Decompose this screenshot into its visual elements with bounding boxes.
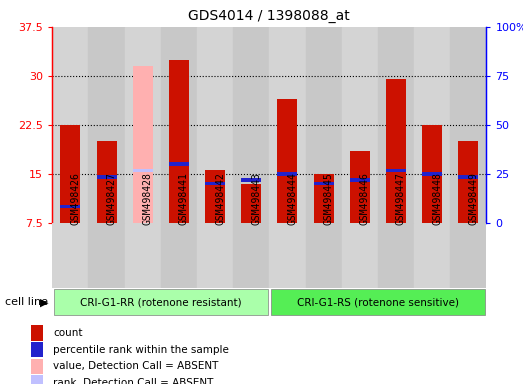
Bar <box>205 182 225 185</box>
Text: GSM498428: GSM498428 <box>143 172 153 225</box>
Bar <box>54 290 268 315</box>
Bar <box>124 223 161 288</box>
Bar <box>88 223 124 288</box>
Text: GSM498447: GSM498447 <box>396 172 406 225</box>
Bar <box>386 169 406 172</box>
Text: GSM498442: GSM498442 <box>215 172 225 225</box>
Bar <box>458 175 478 179</box>
Bar <box>450 27 486 223</box>
Bar <box>241 179 261 182</box>
Bar <box>278 99 298 223</box>
Text: ▶: ▶ <box>40 297 49 308</box>
Bar <box>61 125 81 223</box>
Bar <box>414 223 450 288</box>
Bar <box>30 342 43 357</box>
Text: CRI-G1-RS (rotenone sensitive): CRI-G1-RS (rotenone sensitive) <box>297 297 459 308</box>
Bar <box>169 162 189 166</box>
Bar <box>97 175 117 179</box>
Bar <box>458 141 478 223</box>
Text: GSM498443: GSM498443 <box>251 172 262 225</box>
Bar <box>378 223 414 288</box>
Bar <box>271 290 485 315</box>
Bar <box>422 125 442 223</box>
Bar <box>233 27 269 223</box>
Bar <box>197 223 233 288</box>
Text: cell line: cell line <box>5 297 48 308</box>
Title: GDS4014 / 1398088_at: GDS4014 / 1398088_at <box>188 9 350 23</box>
Bar <box>314 174 334 223</box>
Bar <box>305 27 342 223</box>
Bar <box>205 170 225 223</box>
Text: GSM498426: GSM498426 <box>71 172 81 225</box>
Bar <box>269 223 305 288</box>
Bar <box>133 66 153 223</box>
Text: count: count <box>53 328 83 338</box>
Bar <box>269 27 305 223</box>
Bar <box>278 172 298 175</box>
Text: GSM498449: GSM498449 <box>468 172 479 225</box>
Bar <box>450 223 486 288</box>
Bar <box>30 326 43 341</box>
Bar <box>161 27 197 223</box>
Bar <box>61 205 81 208</box>
Bar <box>52 27 88 223</box>
Bar <box>124 27 161 223</box>
Text: GSM498444: GSM498444 <box>288 172 298 225</box>
Bar <box>52 223 88 288</box>
Bar <box>133 169 153 172</box>
Bar <box>161 223 197 288</box>
Text: value, Detection Call = ABSENT: value, Detection Call = ABSENT <box>53 361 219 371</box>
Bar <box>350 179 370 182</box>
Text: rank, Detection Call = ABSENT: rank, Detection Call = ABSENT <box>53 378 213 384</box>
Bar <box>422 172 442 175</box>
Bar <box>241 184 261 223</box>
Bar <box>305 223 342 288</box>
Bar <box>350 151 370 223</box>
Bar <box>169 60 189 223</box>
Bar <box>88 27 124 223</box>
Text: GSM498445: GSM498445 <box>324 172 334 225</box>
Bar <box>342 27 378 223</box>
Bar <box>314 182 334 185</box>
Bar <box>378 27 414 223</box>
Text: percentile rank within the sample: percentile rank within the sample <box>53 345 229 355</box>
Text: GSM498448: GSM498448 <box>432 172 442 225</box>
Text: GSM498427: GSM498427 <box>107 172 117 225</box>
Bar <box>97 141 117 223</box>
Text: GSM498441: GSM498441 <box>179 172 189 225</box>
Bar <box>197 27 233 223</box>
Bar <box>342 223 378 288</box>
Text: CRI-G1-RR (rotenone resistant): CRI-G1-RR (rotenone resistant) <box>80 297 242 308</box>
Text: GSM498446: GSM498446 <box>360 172 370 225</box>
Bar <box>386 79 406 223</box>
Bar <box>30 375 43 384</box>
Bar <box>233 223 269 288</box>
Bar <box>30 359 43 374</box>
Bar <box>414 27 450 223</box>
